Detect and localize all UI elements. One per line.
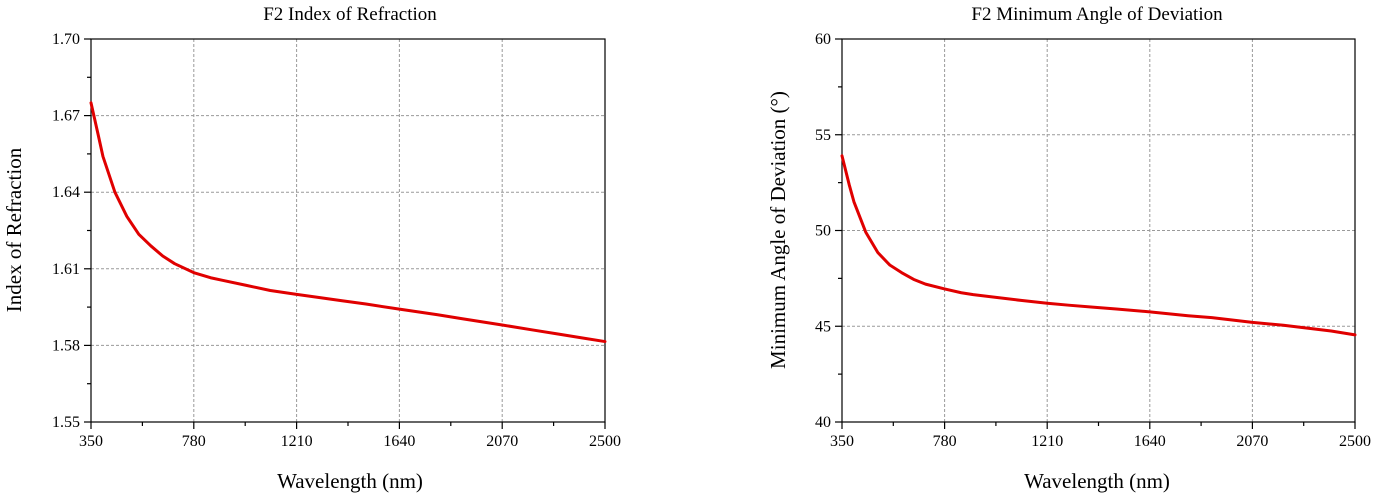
y-tick-label: 40 bbox=[815, 414, 831, 431]
y-tick-label: 50 bbox=[815, 223, 831, 240]
grid-lines bbox=[842, 39, 1355, 422]
axis-ticks bbox=[84, 38, 606, 429]
x-tick-label: 2070 bbox=[486, 433, 518, 450]
y-tick-label: 55 bbox=[815, 127, 831, 144]
x-tick-label: 1210 bbox=[1031, 433, 1063, 450]
x-axis-label: Wavelength (nm) bbox=[277, 469, 423, 493]
x-tick-label: 350 bbox=[830, 433, 854, 450]
x-tick-label: 2500 bbox=[589, 433, 621, 450]
x-tick-label: 350 bbox=[79, 433, 103, 450]
x-axis-label: Wavelength (nm) bbox=[1024, 469, 1170, 493]
plot-frame bbox=[90, 38, 606, 423]
y-axis-label: Minimum Angle of Deviation (°) bbox=[766, 91, 790, 369]
x-tick-label: 2070 bbox=[1236, 433, 1268, 450]
x-tick-label: 1210 bbox=[281, 433, 313, 450]
tick-labels: 350 780 1210 1640 2070 2500 40 45 50 55 60 bbox=[815, 31, 1371, 450]
x-tick-label: 1640 bbox=[383, 433, 415, 450]
deviation-angle-line bbox=[840, 154, 1357, 337]
chart-title: F2 Index of Refraction bbox=[263, 4, 437, 25]
tick-labels: 350 780 1210 1640 2070 2500 1.55 1.58 1.61 1.64 1.… bbox=[52, 31, 621, 450]
y-tick-label: 1.70 bbox=[52, 31, 80, 48]
refraction-index-chart: F2 Index of Refraction Wavelength (nm) I… bbox=[2, 4, 621, 493]
axis-ticks bbox=[835, 38, 1356, 429]
y-tick-label: 1.55 bbox=[52, 414, 80, 431]
y-axis-label: Index of Refraction bbox=[2, 147, 26, 312]
refraction-index-line bbox=[89, 101, 607, 344]
y-tick-label: 1.64 bbox=[52, 184, 80, 201]
y-tick-label: 1.67 bbox=[52, 108, 80, 125]
y-tick-label: 1.58 bbox=[52, 337, 80, 354]
grid-lines bbox=[91, 39, 605, 422]
x-tick-label: 780 bbox=[182, 433, 206, 450]
x-tick-label: 2500 bbox=[1339, 433, 1371, 450]
deviation-angle-chart: F2 Minimum Angle of Deviation Wavelength… bbox=[766, 4, 1371, 493]
x-tick-label: 1640 bbox=[1134, 433, 1166, 450]
x-tick-label: 780 bbox=[933, 433, 957, 450]
y-tick-label: 1.61 bbox=[52, 261, 80, 278]
chart-title: F2 Minimum Angle of Deviation bbox=[971, 4, 1223, 25]
y-tick-label: 60 bbox=[815, 31, 831, 48]
y-tick-label: 45 bbox=[815, 318, 831, 335]
